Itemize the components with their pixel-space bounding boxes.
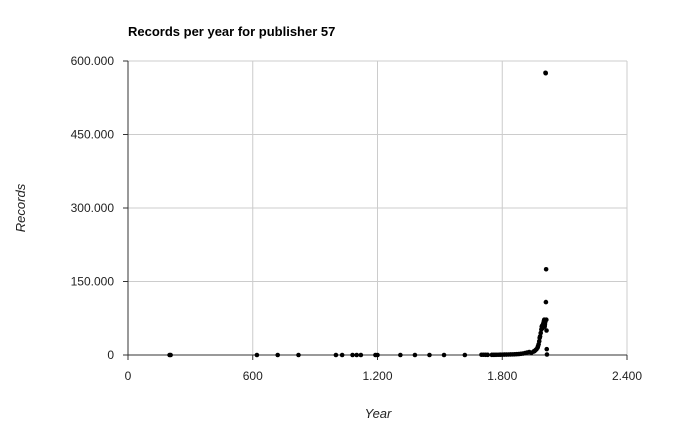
data-point xyxy=(358,352,364,358)
data-point xyxy=(168,352,173,358)
x-tick-labels: 0 600 1.200 1.800 2.400 xyxy=(125,369,643,383)
data-point xyxy=(543,266,549,272)
data-point xyxy=(254,352,260,358)
y-axis-title: Records xyxy=(13,183,28,232)
data-point xyxy=(339,352,345,358)
x-tick-label: 1.200 xyxy=(362,369,392,383)
y-tick-labels: 0 150.000 300.000 450.000 600.000 xyxy=(71,54,115,362)
y-tick-label: 300.000 xyxy=(71,201,115,215)
data-point xyxy=(544,352,550,357)
y-tick-label: 0 xyxy=(107,348,114,362)
x-tick-label: 2.400 xyxy=(612,369,642,383)
data-point xyxy=(544,328,549,333)
data-point xyxy=(462,352,468,358)
data-point xyxy=(398,352,403,358)
data-point xyxy=(543,70,549,76)
x-tick-label: 1.800 xyxy=(487,369,517,383)
data-point xyxy=(537,334,543,339)
y-tick-label: 600.000 xyxy=(71,54,115,68)
data-point xyxy=(275,352,281,358)
data-point xyxy=(544,346,550,352)
data-point xyxy=(441,352,447,358)
data-point xyxy=(412,352,418,358)
data-point xyxy=(333,352,339,358)
data-point xyxy=(543,299,549,305)
data-point xyxy=(354,352,360,358)
data-point xyxy=(544,317,549,323)
x-tick-label: 600 xyxy=(243,369,263,383)
data-point xyxy=(375,352,380,358)
data-points xyxy=(167,70,550,358)
axes xyxy=(123,60,628,360)
x-tick-label: 0 xyxy=(125,369,132,383)
data-point xyxy=(538,330,544,336)
y-tick-label: 450.000 xyxy=(71,128,115,142)
data-point xyxy=(296,352,301,358)
data-point xyxy=(485,352,490,358)
data-point xyxy=(350,352,355,358)
data-point xyxy=(536,338,542,344)
data-point xyxy=(427,352,432,358)
chart-title: Records per year for publisher 57 xyxy=(128,24,335,39)
x-axis-title: Year xyxy=(365,406,392,421)
grid xyxy=(128,60,628,355)
y-tick-label: 150.000 xyxy=(71,275,115,289)
